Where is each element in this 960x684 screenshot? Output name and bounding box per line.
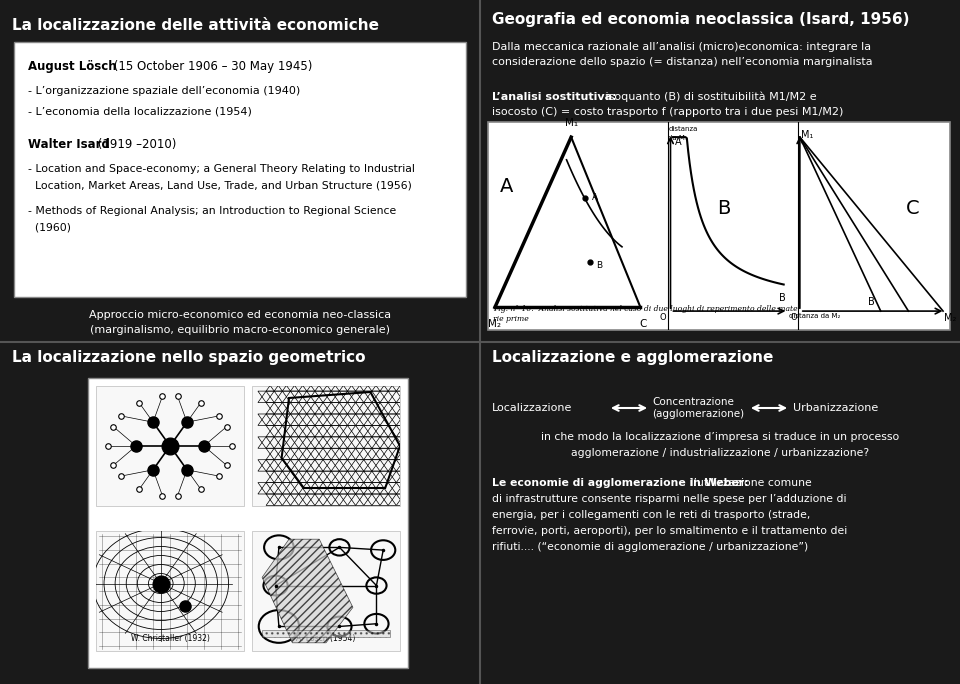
Text: A. Losch (1954): A. Losch (1954) <box>297 634 356 643</box>
Text: isocosto (C) = costo trasporto f (rapporto tra i due pesi M1/M2): isocosto (C) = costo trasporto f (rappor… <box>492 107 844 117</box>
Text: distanza: distanza <box>668 126 698 132</box>
Text: in che modo la localizzazione d’impresa si traduce in un processo: in che modo la localizzazione d’impresa … <box>540 432 900 442</box>
Polygon shape <box>262 630 390 637</box>
Text: rifiuti.... (“economie di agglomerazione / urbanizzazione”): rifiuti.... (“economie di agglomerazione… <box>492 542 808 552</box>
Bar <box>96 531 244 651</box>
Bar <box>252 531 400 651</box>
Text: La localizzazione delle attività economiche: La localizzazione delle attività economi… <box>12 18 379 33</box>
Text: M₁: M₁ <box>564 118 578 128</box>
Text: - Location and Space-economy; a General Theory Relating to Industrial: - Location and Space-economy; a General … <box>28 164 415 174</box>
Text: energia, per i collegamenti con le reti di trasporto (strade,: energia, per i collegamenti con le reti … <box>492 510 810 520</box>
Text: W. Christaller (1932): W. Christaller (1932) <box>131 634 209 643</box>
Text: L’analisi sostitutiva:: L’analisi sostitutiva: <box>492 92 616 102</box>
Text: - L’economia della localizzazione (1954): - L’economia della localizzazione (1954) <box>28 106 252 116</box>
Text: Urbanizzazione: Urbanizzazione <box>793 403 878 413</box>
Text: B: B <box>596 261 603 270</box>
Text: (15 October 1906 – 30 May 1945): (15 October 1906 – 30 May 1945) <box>110 60 312 73</box>
Text: B: B <box>717 200 731 218</box>
Text: isoquanto (B) di sostituibilità M1/M2 e: isoquanto (B) di sostituibilità M1/M2 e <box>602 92 817 103</box>
Text: agglomerazione / industrializzazione / urbanizzazione?: agglomerazione / industrializzazione / u… <box>571 448 869 458</box>
Text: A: A <box>592 193 598 202</box>
Bar <box>14 42 466 297</box>
Text: Location, Market Areas, Land Use, Trade, and Urban Structure (1956): Location, Market Areas, Land Use, Trade,… <box>28 180 412 190</box>
Bar <box>88 378 408 668</box>
Text: - Methods of Regional Analysis; an Introduction to Regional Science: - Methods of Regional Analysis; an Intro… <box>28 206 396 216</box>
Text: C: C <box>639 319 646 328</box>
Text: - L’organizzazione spaziale dell’economia (1940): - L’organizzazione spaziale dell’economi… <box>28 86 300 96</box>
Text: Geografia ed economia neoclassica (Isard, 1956): Geografia ed economia neoclassica (Isard… <box>492 12 909 27</box>
Text: Localizzazione e agglomerazione: Localizzazione e agglomerazione <box>492 350 774 365</box>
Text: August Lösch: August Lösch <box>28 60 116 73</box>
Text: Localizzazione: Localizzazione <box>492 403 572 413</box>
Text: C: C <box>906 200 920 218</box>
Text: M₂: M₂ <box>945 313 957 324</box>
Bar <box>96 386 244 506</box>
Text: (1960): (1960) <box>28 222 71 232</box>
Text: Walter Isard: Walter Isard <box>28 138 109 151</box>
Text: ferrovie, porti, aeroporti), per lo smaltimento e il trattamento dei: ferrovie, porti, aeroporti), per lo smal… <box>492 526 848 536</box>
Bar <box>488 122 950 330</box>
Bar <box>252 386 400 506</box>
Text: O: O <box>660 313 666 322</box>
Text: B: B <box>780 293 786 303</box>
Text: di infrastrutture consente risparmi nelle spese per l’adduzione di: di infrastrutture consente risparmi nell… <box>492 494 847 504</box>
Text: l’utilizzazione comune: l’utilizzazione comune <box>687 478 812 488</box>
Text: distanza da M₂: distanza da M₂ <box>789 313 841 319</box>
Text: considerazione dello spazio (= distanza) nell’economia marginalista: considerazione dello spazio (= distanza)… <box>492 57 873 67</box>
Text: A: A <box>675 137 682 147</box>
Text: M₂: M₂ <box>488 319 501 328</box>
Text: A: A <box>500 176 514 196</box>
Text: Concentrazione
(agglomerazione): Concentrazione (agglomerazione) <box>652 397 744 419</box>
Text: M₁: M₁ <box>802 129 814 140</box>
Text: O: O <box>791 313 798 322</box>
Text: Dalla meccanica razionale all’analisi (micro)economica: integrare la: Dalla meccanica razionale all’analisi (m… <box>492 42 871 52</box>
Text: Approccio micro-economico ed economia neo-classica
(marginalismo, equilibrio mac: Approccio micro-economico ed economia ne… <box>89 310 391 334</box>
Text: B: B <box>868 297 875 306</box>
Polygon shape <box>262 539 353 643</box>
Text: La localizzazione nello spazio geometrico: La localizzazione nello spazio geometric… <box>12 350 366 365</box>
Text: Le economie di agglomerazione in Weber:: Le economie di agglomerazione in Weber: <box>492 478 749 488</box>
Text: da M₁: da M₁ <box>668 135 687 141</box>
Text: (1919 –2010): (1919 –2010) <box>94 138 177 151</box>
Text: Fig. n° 10.- Analisi sostitutiva nel caso di due luoghi di reperimento delle mat: Fig. n° 10.- Analisi sostitutiva nel cas… <box>492 305 800 323</box>
